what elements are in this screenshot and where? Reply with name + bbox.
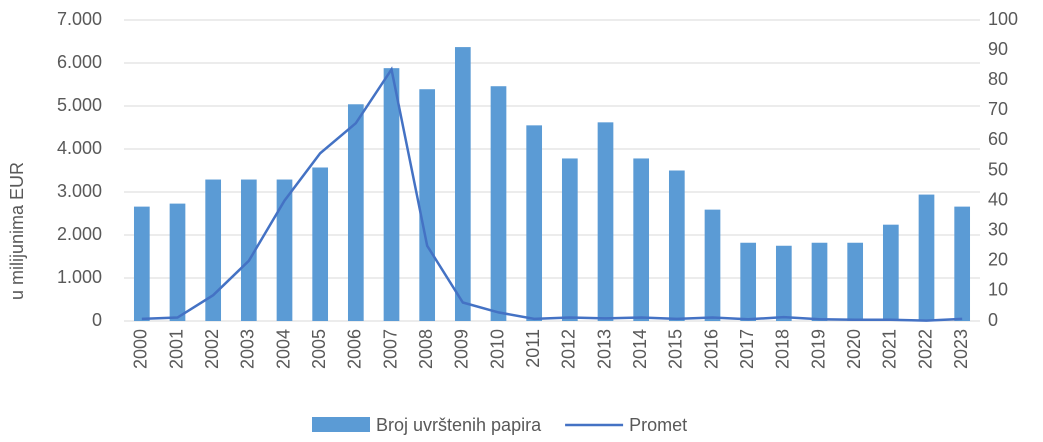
x-tick-label: 2005	[309, 329, 329, 369]
x-tick-label: 2022	[915, 329, 935, 369]
bar	[704, 209, 721, 321]
bar	[383, 68, 400, 321]
x-tick-label: 2023	[951, 329, 971, 369]
bar	[133, 206, 150, 321]
x-tick-label: 2007	[380, 329, 400, 369]
x-tick-label: 2004	[273, 329, 293, 369]
y-tick-label: 6.000	[57, 52, 102, 72]
bar	[561, 158, 578, 321]
y-axis-label: u milijunima EUR	[7, 162, 27, 300]
x-tick-label: 2001	[166, 329, 186, 369]
y2-tick-label: 0	[988, 310, 998, 330]
x-tick-label: 2015	[666, 329, 686, 369]
bar	[419, 89, 436, 321]
y2-tick-label: 90	[988, 39, 1008, 59]
x-tick-label: 2006	[345, 329, 365, 369]
y2-tick-label: 20	[988, 250, 1008, 270]
y2-tick-label: 30	[988, 219, 1008, 239]
y-tick-label: 5.000	[57, 95, 102, 115]
bar	[740, 242, 757, 321]
y-tick-label: 0	[92, 310, 102, 330]
x-tick-label: 2012	[559, 329, 579, 369]
bar	[312, 167, 329, 321]
bar	[882, 224, 899, 321]
y-tick-label: 3.000	[57, 181, 102, 201]
x-tick-label: 2002	[202, 329, 222, 369]
bar	[954, 206, 971, 321]
y2-tick-label: 70	[988, 99, 1008, 119]
x-tick-label: 2013	[594, 329, 614, 369]
bar	[597, 122, 614, 321]
bar	[668, 170, 685, 321]
bar	[918, 194, 935, 321]
y2-tick-label: 100	[988, 9, 1018, 29]
bar	[169, 203, 186, 321]
x-tick-label: 2021	[880, 329, 900, 369]
x-tick-label: 2019	[808, 329, 828, 369]
bar	[633, 158, 650, 321]
bar	[454, 47, 471, 322]
legend-label: Promet	[629, 415, 687, 435]
y2-tick-label: 60	[988, 129, 1008, 149]
y-tick-label: 7.000	[57, 9, 102, 29]
x-tick-label: 2008	[416, 329, 436, 369]
bar	[775, 245, 792, 321]
bar	[276, 179, 293, 321]
bar	[526, 125, 543, 321]
x-tick-label: 2020	[844, 329, 864, 369]
bar	[205, 179, 222, 321]
x-tick-label: 2017	[737, 329, 757, 369]
x-tick-label: 2018	[773, 329, 793, 369]
y2-tick-label: 10	[988, 280, 1008, 300]
legend-label: Broj uvrštenih papira	[376, 415, 542, 435]
x-tick-label: 2009	[452, 329, 472, 369]
x-tick-label: 2003	[238, 329, 258, 369]
bar	[347, 104, 364, 321]
bar	[240, 179, 257, 321]
x-tick-label: 2000	[131, 329, 151, 369]
y2-tick-label: 50	[988, 159, 1008, 179]
bar	[847, 242, 864, 321]
x-tick-label: 2014	[630, 329, 650, 369]
y-tick-label: 1.000	[57, 267, 102, 287]
bar	[490, 86, 507, 321]
x-tick-label: 2016	[701, 329, 721, 369]
y2-tick-label: 40	[988, 189, 1008, 209]
y-tick-label: 2.000	[57, 224, 102, 244]
y2-tick-label: 80	[988, 69, 1008, 89]
legend-swatch	[312, 417, 370, 432]
bar	[811, 242, 828, 321]
line	[141, 66, 963, 322]
x-tick-label: 2010	[487, 329, 507, 369]
y-tick-label: 4.000	[57, 138, 102, 158]
x-tick-label: 2011	[523, 329, 543, 368]
